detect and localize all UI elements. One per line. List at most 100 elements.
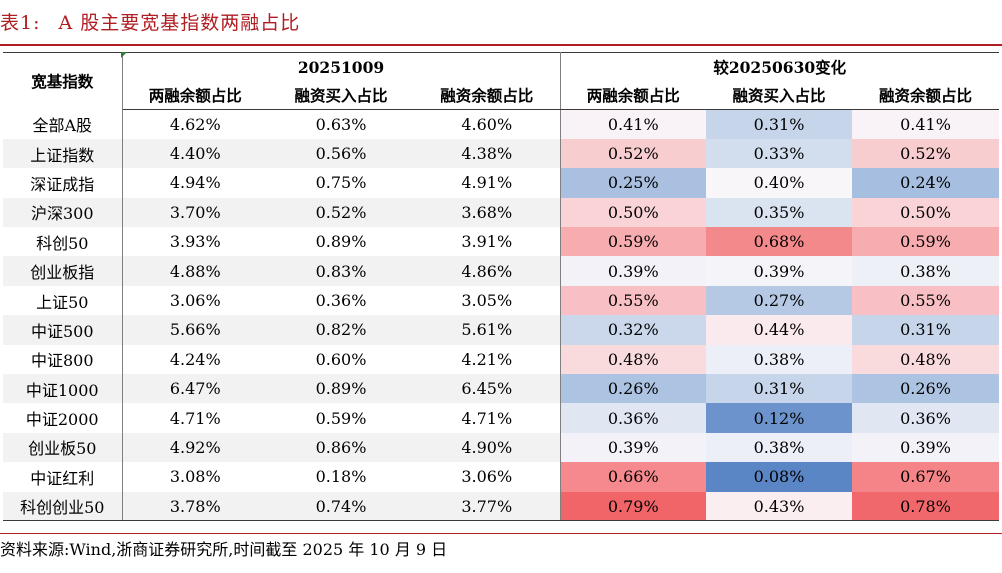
value-cell: 4.94% — [169, 173, 221, 193]
title-rule — [0, 44, 1002, 46]
table-title: 表1: A 股主要宽基指数两融占比 — [0, 6, 300, 40]
value-cell: 5.61% — [414, 315, 561, 345]
change-cell: 0.52% — [560, 138, 706, 169]
table-title-label: 表1: — [0, 12, 41, 34]
value-cell: 4.91% — [414, 168, 561, 198]
value-cell: 0.59% — [315, 408, 367, 428]
index-name-cell: 中证1000 — [3, 374, 123, 404]
value-cell: 3.08% — [169, 467, 221, 487]
change-cell: 0.26% — [852, 374, 1000, 404]
col-header: 融资买入占比 — [268, 81, 414, 110]
index-name-cell: 中证800 — [3, 344, 123, 375]
value-cell: 4.88% — [122, 256, 268, 286]
value-cell: 4.24% — [169, 349, 221, 369]
change-cell: 0.27% — [706, 285, 852, 316]
index-name-cell: 科创创业50 — [3, 491, 123, 522]
change-cell: 0.25% — [560, 168, 706, 198]
margin-ratio-table: 宽基指数 20251009 较20250630变化 两融余额占比 融资买入占比 … — [3, 52, 1000, 522]
change-cell: 0.38% — [706, 432, 852, 463]
table-row: 科创创业50 3.78% 0.74% 3.77% 0.79% 0.43% 0.78% — [3, 491, 1000, 522]
col-header: 融资余额占比 — [414, 81, 561, 110]
group-header-date: 20251009 — [122, 52, 561, 82]
change-cell: 0.44% — [706, 315, 852, 345]
index-name-cell: 创业板指 — [3, 256, 123, 286]
change-cell: 0.78% — [852, 491, 1000, 522]
value-cell: 0.18% — [315, 467, 367, 487]
value-cell: 4.90% — [414, 432, 561, 463]
value-cell: 0.89% — [268, 374, 414, 404]
value-cell: 0.56% — [268, 138, 414, 169]
change-cell: 0.32% — [560, 315, 706, 345]
group-header-change: 较20250630变化 — [560, 52, 1000, 82]
value-cell: 0.63% — [315, 114, 367, 134]
value-cell: 3.06% — [414, 462, 561, 492]
value-cell: 0.83% — [268, 256, 414, 286]
change-cell: 0.38% — [852, 256, 1000, 286]
value-cell: 3.78% — [122, 491, 268, 522]
col-header: 融资余额占比 — [852, 81, 1000, 110]
index-name-cell: 深证成指 — [3, 168, 123, 198]
index-name-cell: 上证50 — [3, 285, 123, 316]
value-cell: 4.21% — [414, 344, 561, 375]
value-cell: 0.74% — [268, 491, 414, 522]
col-header: 两融余额占比 — [560, 81, 706, 110]
change-cell: 0.79% — [560, 491, 706, 522]
change-cell: 0.39% — [560, 432, 706, 463]
value-cell: 4.60% — [414, 109, 561, 139]
change-cell: 0.59% — [852, 227, 1000, 257]
change-cell: 0.59% — [560, 227, 706, 257]
value-cell: 6.45% — [414, 374, 561, 404]
change-cell: 0.24% — [852, 168, 1000, 198]
index-name-cell: 全部A股 — [3, 109, 123, 139]
change-cell: 0.68% — [706, 227, 852, 257]
col-header: 融资买入占比 — [706, 81, 852, 110]
comment-marker-icon — [121, 52, 127, 58]
value-cell: 0.86% — [268, 432, 414, 463]
index-name-cell: 中证2000 — [3, 403, 123, 433]
value-cell: 3.91% — [414, 227, 561, 257]
change-cell: 0.12% — [706, 403, 852, 433]
table-row: 创业板指 4.88% 0.83% 4.86% 0.39% 0.39% 0.38% — [3, 256, 1000, 286]
value-cell: 4.92% — [122, 432, 268, 463]
change-cell: 0.66% — [560, 462, 706, 492]
change-cell: 0.55% — [852, 285, 1000, 316]
table-row: 科创50 3.93% 0.89% 3.91% 0.59% 0.68% 0.59% — [3, 227, 1000, 257]
value-cell: 4.71% — [414, 403, 561, 433]
change-cell: 0.48% — [560, 344, 706, 375]
value-cell: 4.71% — [169, 408, 221, 428]
table-title-text: A 股主要宽基指数两融占比 — [58, 12, 301, 34]
value-cell: 5.66% — [122, 315, 268, 345]
value-cell: 3.06% — [169, 291, 221, 311]
change-cell: 0.40% — [706, 168, 852, 198]
index-name-cell: 中证500 — [3, 315, 123, 345]
table-row: 上证50 3.06% 0.36% 3.05% 0.55% 0.27% 0.55% — [3, 285, 1000, 316]
value-cell: 0.82% — [268, 315, 414, 345]
index-name-cell: 科创50 — [3, 227, 123, 257]
col-header: 两融余额占比 — [122, 81, 268, 110]
change-cell: 0.36% — [852, 403, 1000, 433]
change-cell: 0.55% — [560, 285, 706, 316]
table-row: 中证1000 6.47% 0.89% 6.45% 0.26% 0.31% 0.26% — [3, 374, 1000, 404]
value-cell: 3.93% — [169, 232, 221, 252]
table-row: 上证指数 4.40% 0.56% 4.38% 0.52% 0.33% 0.52% — [3, 138, 1000, 169]
change-cell: 0.08% — [706, 462, 852, 492]
value-cell: 0.52% — [268, 197, 414, 228]
change-cell: 0.41% — [852, 109, 1000, 139]
change-cell: 0.36% — [560, 403, 706, 433]
change-cell: 0.33% — [706, 138, 852, 169]
value-cell: 3.05% — [414, 285, 561, 316]
change-cell: 0.67% — [852, 462, 1000, 492]
value-cell: 4.38% — [414, 138, 561, 169]
change-cell: 0.31% — [852, 315, 1000, 345]
change-cell: 0.39% — [852, 432, 1000, 463]
value-cell: 6.47% — [122, 374, 268, 404]
table-body: 全部A股 4.62% 0.63% 4.60% 0.41% 0.31% 0.41% 上证指数 4.… — [3, 109, 1000, 522]
table-row: 全部A股 4.62% 0.63% 4.60% 0.41% 0.31% 0.41% — [3, 109, 1000, 139]
value-cell: 4.62% — [169, 114, 221, 134]
change-cell: 0.52% — [852, 138, 1000, 169]
change-cell: 0.43% — [706, 491, 852, 522]
change-cell: 0.31% — [706, 109, 852, 139]
change-cell: 0.26% — [560, 374, 706, 404]
change-cell: 0.31% — [706, 374, 852, 404]
index-name-cell: 创业板50 — [3, 432, 123, 463]
